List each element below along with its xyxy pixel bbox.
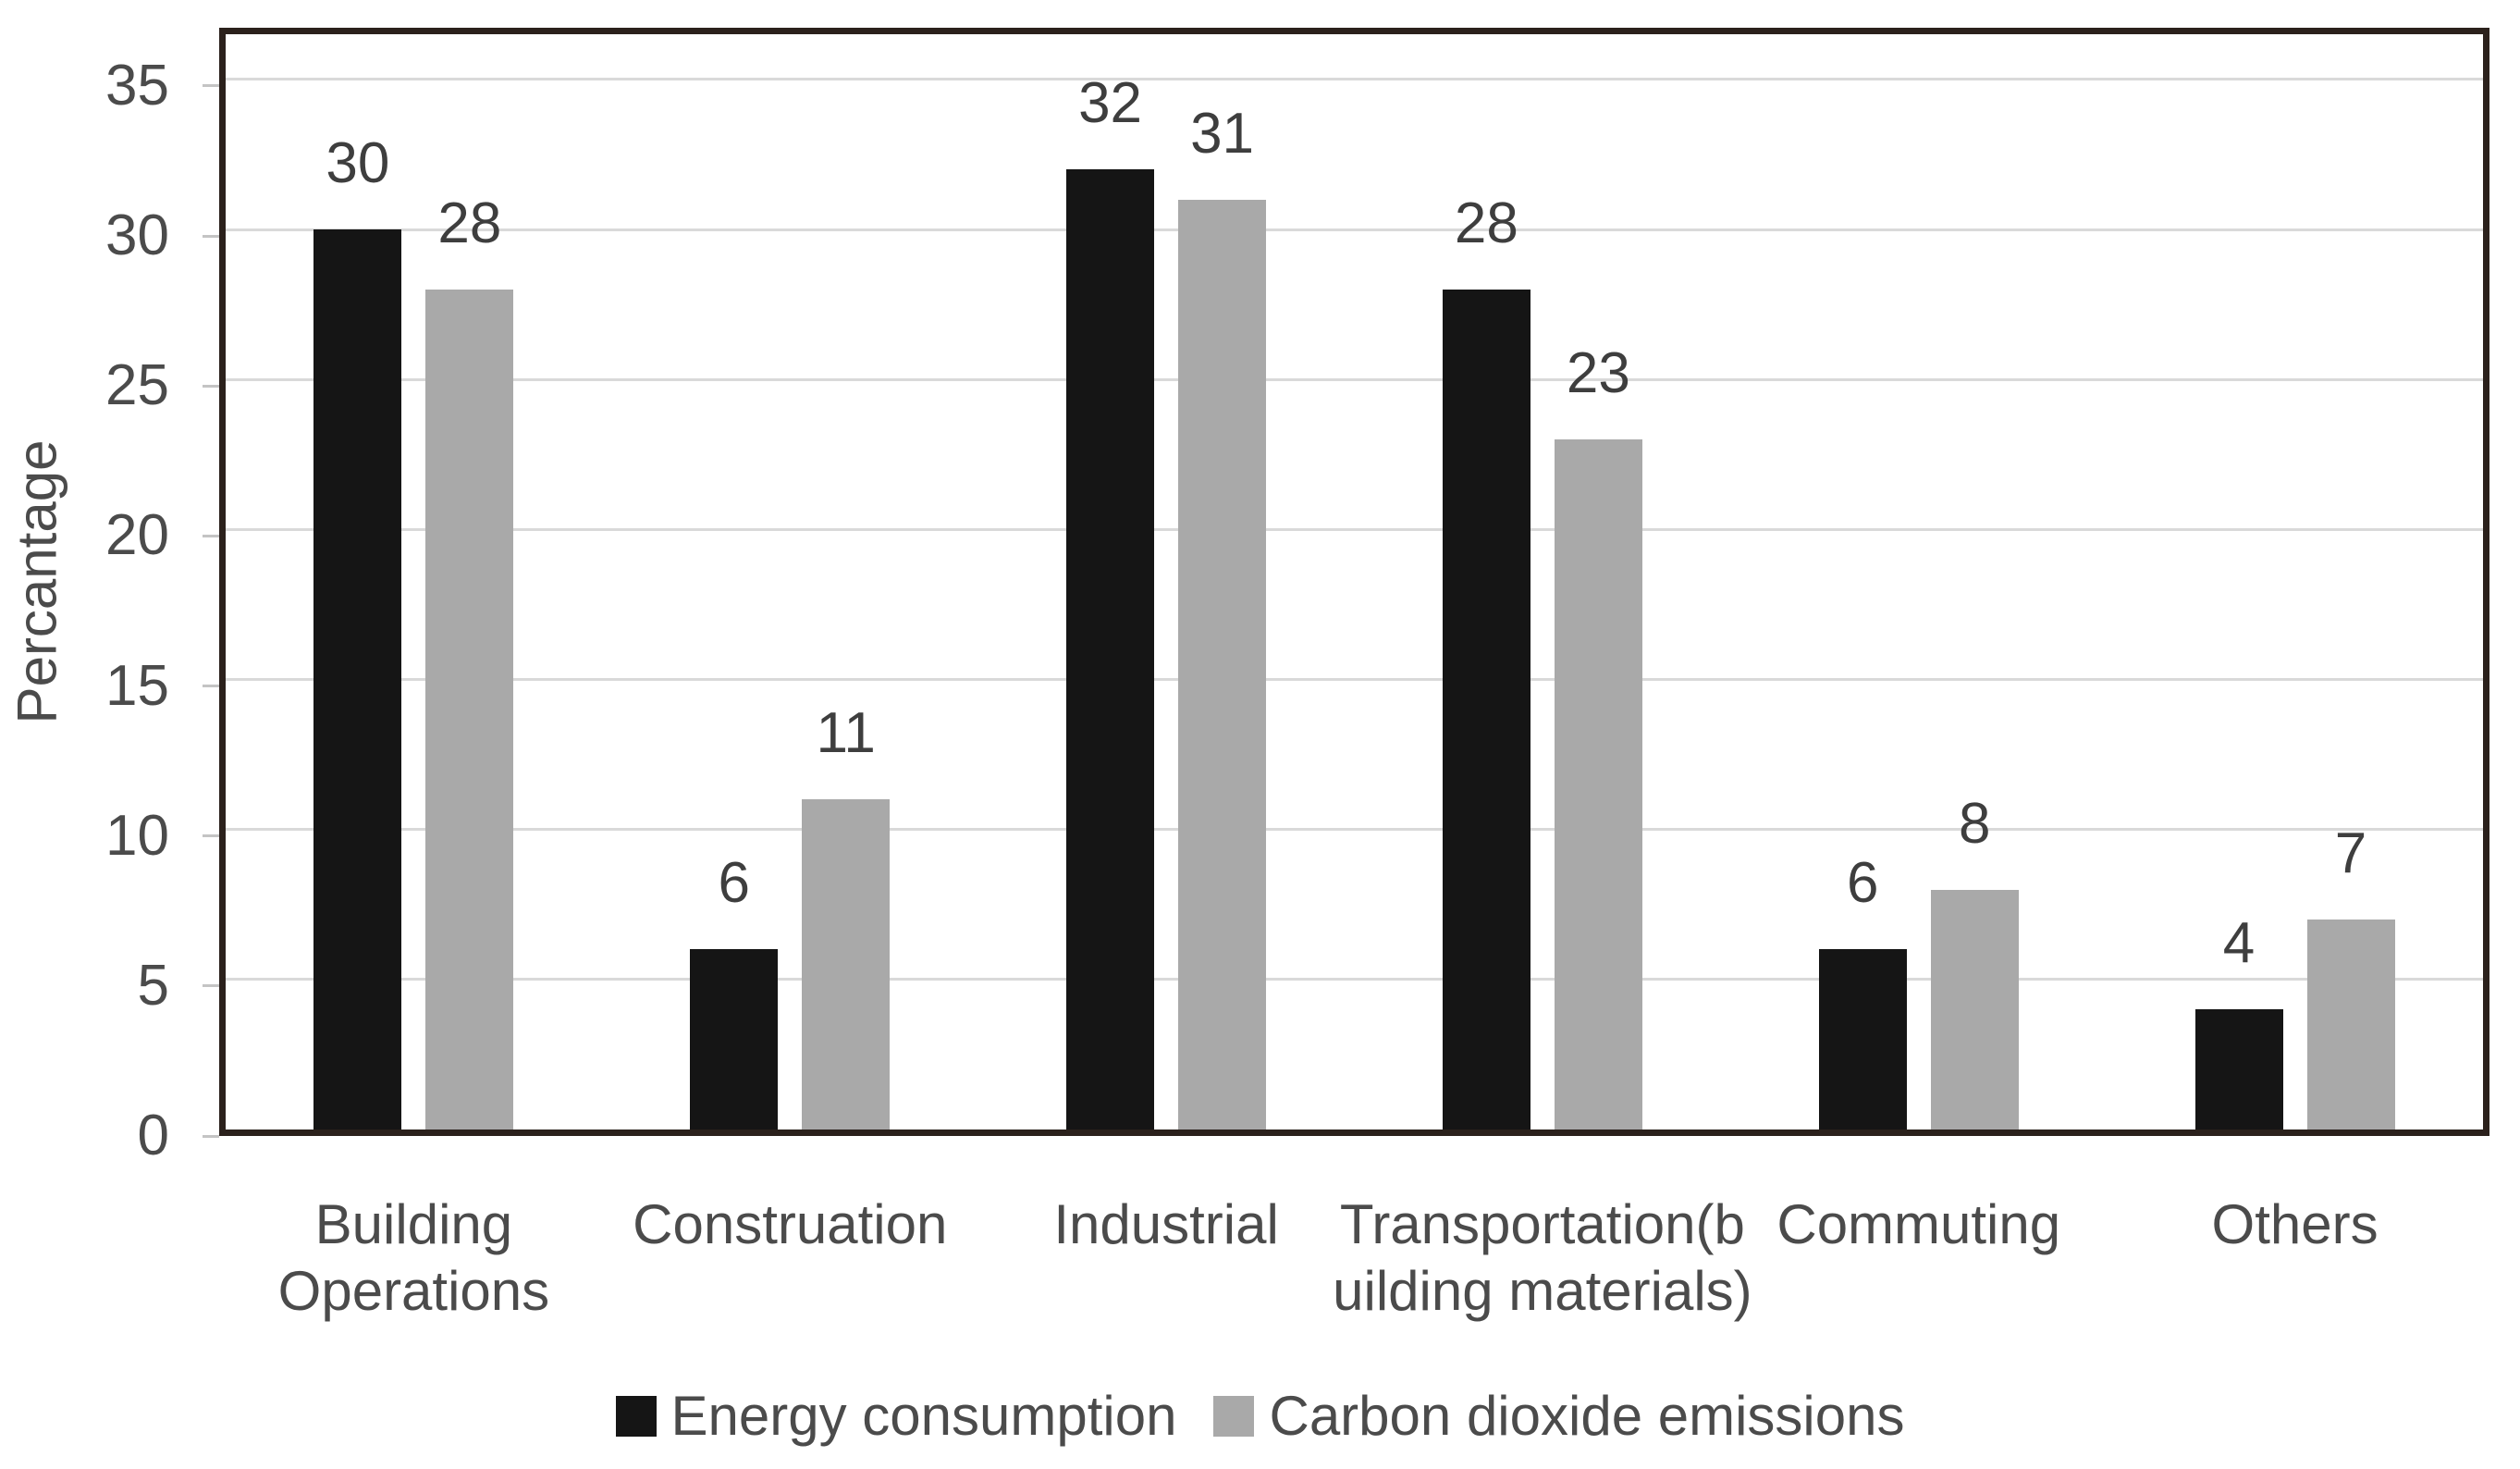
y-tick-label-0: 0 xyxy=(137,1104,169,1167)
bar-0-series-0: 30 xyxy=(313,135,402,1130)
legend-item-1: Carbon dioxide emissions xyxy=(1213,1384,1905,1448)
bar-4-series-0: 6 xyxy=(1818,855,1907,1130)
y-tick-label-15: 15 xyxy=(105,653,169,718)
data-label-4-series-0: 6 xyxy=(1846,851,1879,916)
y-tick-label-35: 35 xyxy=(105,53,169,117)
gridline-10 xyxy=(226,828,2483,832)
legend-label-0: Energy consumption xyxy=(670,1385,1177,1447)
y-tick-label-20: 20 xyxy=(105,503,169,568)
legend-label-1: Carbon dioxide emissions xyxy=(1269,1385,1905,1447)
gridline-15 xyxy=(226,678,2483,682)
bar-2-series-1: 31 xyxy=(1178,105,1267,1130)
y-tick-label-5: 5 xyxy=(137,953,169,1018)
bar-3-series-0: 28 xyxy=(1442,194,1530,1130)
y-tick-label-30: 30 xyxy=(105,204,169,268)
data-label-1-series-0: 6 xyxy=(718,851,750,916)
bars-row: 30 28 6 11 32 31 28 23 6 8 4 7 xyxy=(226,34,2483,1130)
bar-group-3: 28 23 xyxy=(1354,34,1730,1130)
legend-swatch-0 xyxy=(615,1395,657,1437)
legend: Energy consumption Carbon dioxide emissio… xyxy=(0,1384,2520,1448)
y-tick-mark-15 xyxy=(203,685,219,688)
data-label-2-series-0: 32 xyxy=(1078,71,1143,136)
gridline-20 xyxy=(226,527,2483,531)
y-tick-label-10: 10 xyxy=(105,803,169,868)
category-label-0: Building Operations xyxy=(277,1193,550,1322)
bar-1-series-0: 6 xyxy=(690,855,779,1130)
data-label-0-series-0: 30 xyxy=(326,131,390,196)
y-tick-mark-5 xyxy=(203,984,219,988)
bar-5-series-1: 7 xyxy=(2306,825,2395,1130)
gridline-30 xyxy=(226,228,2483,231)
bar-group-0: 30 28 xyxy=(226,34,602,1130)
category-label-3: Transportation(b uilding materials) xyxy=(1333,1193,1752,1322)
bar-group-1: 6 11 xyxy=(602,34,978,1130)
y-tick-mark-35 xyxy=(203,84,219,88)
bar-1-series-1: 11 xyxy=(802,705,891,1130)
legend-swatch-1 xyxy=(1213,1395,1255,1437)
category-label-2: Industrial xyxy=(1053,1193,1279,1255)
category-label-1: Construation xyxy=(633,1193,948,1255)
y-tick-mark-10 xyxy=(203,834,219,838)
data-label-5-series-0: 4 xyxy=(2222,911,2256,976)
gridline-25 xyxy=(226,377,2483,381)
data-label-1-series-1: 11 xyxy=(816,701,876,766)
plot-area: 30 28 6 11 32 31 28 23 6 8 4 7 xyxy=(219,28,2489,1136)
data-label-3-series-0: 28 xyxy=(1454,191,1518,255)
legend-item-0: Energy consumption xyxy=(615,1384,1177,1448)
bar-3-series-1: 23 xyxy=(1554,345,1642,1130)
bar-4-series-1: 8 xyxy=(1930,795,2019,1130)
bar-5-series-0: 4 xyxy=(2194,915,2283,1130)
bar-group-2: 32 31 xyxy=(978,34,1355,1130)
gridline-35 xyxy=(226,78,2483,81)
y-tick-mark-20 xyxy=(203,534,219,537)
data-label-5-series-1: 7 xyxy=(2334,821,2367,885)
y-tick-mark-30 xyxy=(203,234,219,238)
category-label-5: Others xyxy=(2211,1193,2379,1255)
y-tick-mark-25 xyxy=(203,384,219,388)
category-label-4: Commuting xyxy=(1776,1193,2061,1255)
gridline-5 xyxy=(226,978,2483,981)
data-label-4-series-1: 8 xyxy=(1958,791,1991,856)
bar-0-series-1: 28 xyxy=(425,194,514,1130)
y-tick-label-25: 25 xyxy=(105,353,169,418)
data-label-3-series-1: 23 xyxy=(1566,341,1630,406)
y-tick-mark-0 xyxy=(203,1134,219,1138)
data-label-0-series-1: 28 xyxy=(437,191,502,255)
data-label-2-series-1: 31 xyxy=(1190,101,1255,166)
bar-2-series-0: 32 xyxy=(1066,75,1155,1130)
